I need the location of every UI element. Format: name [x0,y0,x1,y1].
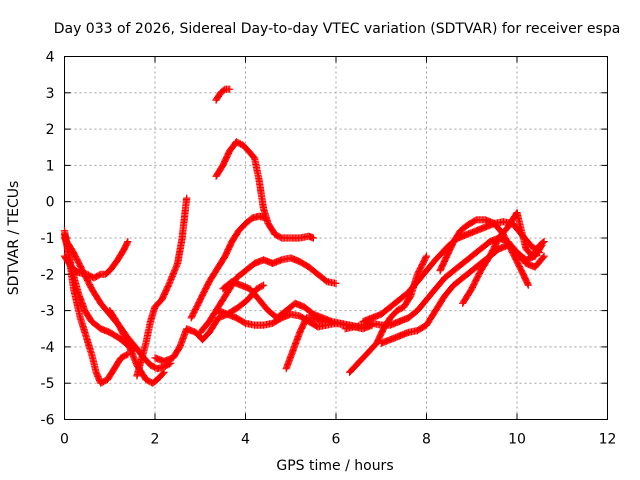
y-tick-label: 0 [46,195,55,211]
data-point [260,281,268,289]
x-tick-label: 2 [151,432,160,448]
series-track-8 [212,85,234,104]
data-point [122,351,131,359]
data-point [123,239,131,247]
data-point [124,238,132,246]
data-point [240,318,248,327]
x-tick-label: 4 [241,432,250,448]
series-track-10 [187,212,270,322]
data-point [160,368,168,376]
data-point [540,252,548,260]
data-point [183,194,191,202]
y-tick-label: 4 [46,50,55,66]
data-point [406,293,414,301]
y-tick-label: -5 [41,376,55,392]
data-point [95,271,103,279]
y-tick-label: 3 [46,86,55,102]
y-tick-label: -3 [41,304,55,320]
data-point [422,252,431,260]
data-point [471,217,479,225]
series-track-14 [282,314,363,373]
data-series [60,85,548,387]
data-point [93,370,101,378]
data-point [226,85,234,93]
data-point [539,253,547,261]
chart-title: Day 033 of 2026, Sidereal Day-to-day VTE… [54,21,621,37]
x-tick-label: 8 [422,432,431,448]
data-point [539,238,547,247]
y-axis-label: SDTVAR / TECUs [6,181,22,296]
x-axis-label: GPS time / hours [276,458,393,474]
x-tick-label: 10 [508,432,526,448]
data-point [309,234,317,242]
y-tick-label: 2 [46,122,55,138]
data-point [332,279,340,287]
data-point [524,281,532,289]
data-point [262,214,270,222]
x-tick-label: 12 [599,432,617,448]
data-point [540,238,548,246]
series-track-19 [459,209,548,307]
y-tick-label: -2 [41,267,55,283]
y-tick-label: -4 [41,340,55,356]
y-tick-label: -6 [41,413,55,429]
series-track-6 [133,194,191,380]
x-tick-label: 0 [60,432,69,448]
grid [64,56,608,420]
y-tick-label: 1 [46,158,55,174]
data-point [322,277,330,285]
data-point [124,350,132,358]
y-tick-label: -1 [41,231,55,247]
x-tick-label: 6 [332,432,341,448]
data-point [522,276,530,284]
series-track-9 [212,138,317,242]
data-point [159,369,167,377]
series-track-20 [436,216,532,289]
